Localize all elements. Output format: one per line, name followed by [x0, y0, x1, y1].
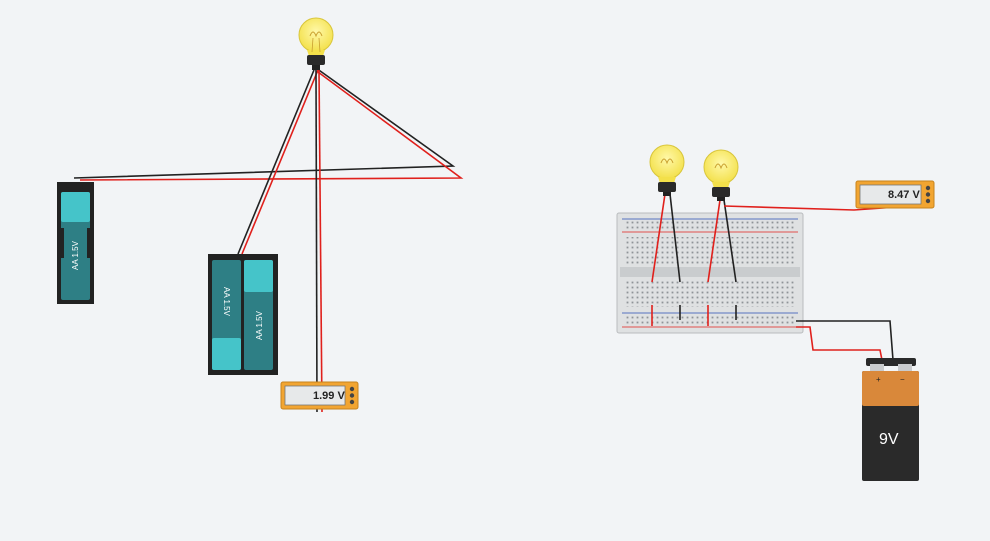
wire-red[interactable] [79, 71, 464, 181]
cell-label: AA 1.5V [71, 240, 80, 270]
plus-terminal-icon: + [876, 375, 881, 384]
minus-terminal-icon: − [66, 183, 71, 192]
plus-terminal-icon: + [80, 183, 85, 192]
wire-red[interactable] [796, 326, 883, 361]
single-aa-battery-holder[interactable]: − + AA 1.5V [57, 182, 94, 304]
cell-1-label: AA 1.5V [222, 287, 231, 317]
wire-red[interactable] [241, 69, 319, 255]
light-bulb-icon[interactable] [298, 17, 334, 70]
right-circuit: 8.47 V + − 9V [616, 144, 935, 481]
multimeter-reading: 8.47 V [888, 189, 920, 201]
wire-black[interactable] [237, 69, 315, 255]
minus-terminal-icon: − [900, 375, 905, 384]
light-bulb-icon[interactable] [703, 149, 739, 201]
multimeter[interactable]: 8.47 V [855, 180, 935, 209]
wire-black[interactable] [796, 320, 894, 361]
multimeter[interactable]: 1.99 V [280, 381, 359, 410]
bulb-leads[interactable] [651, 193, 737, 283]
cell-2-label: AA 1.5V [255, 310, 264, 340]
battery-label: 9V [879, 431, 899, 448]
wire-black[interactable] [73, 67, 456, 179]
light-bulb-icon[interactable] [649, 144, 685, 196]
wire-black[interactable] [315, 69, 318, 413]
left-wires[interactable] [73, 67, 464, 413]
left-circuit: − + AA 1.5V AA 1.5V AA 1.5V 1.99 V [57, 17, 464, 413]
battery-9v[interactable]: + − 9V [862, 358, 919, 481]
wire-red[interactable] [318, 69, 323, 413]
breadboard-jumpers[interactable] [651, 305, 737, 326]
double-aa-battery-holder[interactable]: AA 1.5V AA 1.5V [208, 254, 278, 375]
multimeter-reading: 1.99 V [313, 390, 345, 402]
